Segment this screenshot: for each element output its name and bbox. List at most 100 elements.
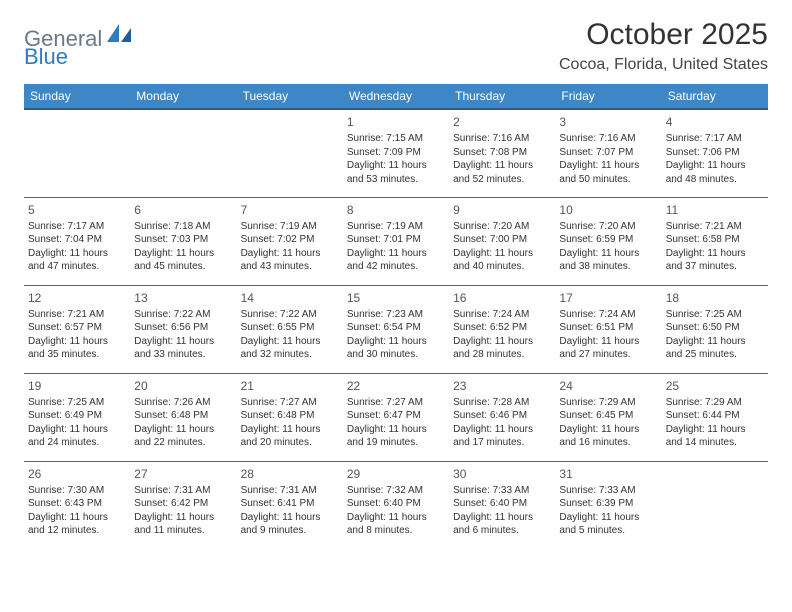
day-detail-line: Sunset: 6:57 PM — [28, 321, 126, 335]
day-number: 18 — [666, 288, 764, 308]
day-detail-line: Sunset: 6:40 PM — [453, 497, 551, 511]
calendar-day-cell: 4Sunrise: 7:17 AMSunset: 7:06 PMDaylight… — [662, 109, 768, 197]
day-detail-line: and 24 minutes. — [28, 436, 126, 450]
day-detail-line: Sunrise: 7:24 AM — [559, 308, 657, 322]
day-detail-line: Sunrise: 7:31 AM — [134, 484, 232, 498]
day-detail-line: Sunset: 6:50 PM — [666, 321, 764, 335]
calendar-day-cell: 28Sunrise: 7:31 AMSunset: 6:41 PMDayligh… — [237, 461, 343, 549]
day-number: 2 — [453, 112, 551, 132]
day-detail-line: and 12 minutes. — [28, 524, 126, 538]
calendar-day-cell: 19Sunrise: 7:25 AMSunset: 6:49 PMDayligh… — [24, 373, 130, 461]
day-detail-line: and 38 minutes. — [559, 260, 657, 274]
calendar-week-row: 5Sunrise: 7:17 AMSunset: 7:04 PMDaylight… — [24, 197, 768, 285]
day-number: 20 — [134, 376, 232, 396]
day-detail-line: Sunrise: 7:15 AM — [347, 132, 445, 146]
day-detail-line: Daylight: 11 hours — [453, 159, 551, 173]
day-detail-line: Daylight: 11 hours — [241, 511, 339, 525]
day-number: 15 — [347, 288, 445, 308]
calendar-day-cell: 22Sunrise: 7:27 AMSunset: 6:47 PMDayligh… — [343, 373, 449, 461]
day-detail-line: Sunset: 7:03 PM — [134, 233, 232, 247]
weekday-header: Wednesday — [343, 84, 449, 109]
calendar-day-cell: 31Sunrise: 7:33 AMSunset: 6:39 PMDayligh… — [555, 461, 661, 549]
day-detail-line: Sunrise: 7:27 AM — [241, 396, 339, 410]
day-detail-line: and 8 minutes. — [347, 524, 445, 538]
day-number: 10 — [559, 200, 657, 220]
day-detail-line: Sunset: 6:43 PM — [28, 497, 126, 511]
day-detail-line: Sunrise: 7:17 AM — [666, 132, 764, 146]
day-detail-line: Sunrise: 7:33 AM — [559, 484, 657, 498]
logo-sub: Blue — [24, 44, 68, 70]
day-detail-line: Daylight: 11 hours — [666, 335, 764, 349]
day-detail-line: Sunrise: 7:20 AM — [453, 220, 551, 234]
day-detail-line: Sunset: 6:54 PM — [347, 321, 445, 335]
day-detail-line: Sunrise: 7:18 AM — [134, 220, 232, 234]
month-title: October 2025 — [559, 18, 768, 52]
calendar-day-cell: 23Sunrise: 7:28 AMSunset: 6:46 PMDayligh… — [449, 373, 555, 461]
day-detail-line: Sunrise: 7:20 AM — [559, 220, 657, 234]
day-detail-line: Sunset: 6:58 PM — [666, 233, 764, 247]
day-detail-line: Sunrise: 7:27 AM — [347, 396, 445, 410]
logo-text-blue: Blue — [24, 44, 68, 69]
day-number: 24 — [559, 376, 657, 396]
day-detail-line: and 16 minutes. — [559, 436, 657, 450]
day-detail-line: Sunrise: 7:25 AM — [28, 396, 126, 410]
calendar-day-cell: 11Sunrise: 7:21 AMSunset: 6:58 PMDayligh… — [662, 197, 768, 285]
day-detail-line: Sunset: 7:07 PM — [559, 146, 657, 160]
day-detail-line: Sunset: 7:04 PM — [28, 233, 126, 247]
day-number: 30 — [453, 464, 551, 484]
day-number: 4 — [666, 112, 764, 132]
day-detail-line: Daylight: 11 hours — [666, 247, 764, 261]
day-number: 23 — [453, 376, 551, 396]
day-detail-line: Sunset: 6:47 PM — [347, 409, 445, 423]
day-detail-line: Sunrise: 7:25 AM — [666, 308, 764, 322]
calendar-page: General October 2025 Cocoa, Florida, Uni… — [0, 0, 792, 612]
day-detail-line: Daylight: 11 hours — [453, 247, 551, 261]
day-detail-line: Daylight: 11 hours — [453, 335, 551, 349]
calendar-day-cell: 30Sunrise: 7:33 AMSunset: 6:40 PMDayligh… — [449, 461, 555, 549]
day-number: 28 — [241, 464, 339, 484]
day-detail-line: Sunrise: 7:31 AM — [241, 484, 339, 498]
day-detail-line: Sunset: 6:51 PM — [559, 321, 657, 335]
day-detail-line: Sunset: 7:02 PM — [241, 233, 339, 247]
day-detail-line: Sunset: 6:55 PM — [241, 321, 339, 335]
day-detail-line: and 35 minutes. — [28, 348, 126, 362]
day-detail-line: Sunrise: 7:22 AM — [134, 308, 232, 322]
day-detail-line: and 33 minutes. — [134, 348, 232, 362]
day-detail-line: and 37 minutes. — [666, 260, 764, 274]
day-detail-line: Sunset: 7:06 PM — [666, 146, 764, 160]
day-detail-line: Daylight: 11 hours — [134, 247, 232, 261]
calendar-day-cell: 25Sunrise: 7:29 AMSunset: 6:44 PMDayligh… — [662, 373, 768, 461]
day-detail-line: Sunset: 7:08 PM — [453, 146, 551, 160]
day-detail-line: Sunrise: 7:19 AM — [241, 220, 339, 234]
day-detail-line: Daylight: 11 hours — [666, 159, 764, 173]
day-number: 12 — [28, 288, 126, 308]
day-detail-line: Daylight: 11 hours — [28, 511, 126, 525]
day-detail-line: Sunset: 6:39 PM — [559, 497, 657, 511]
calendar-week-row: 1Sunrise: 7:15 AMSunset: 7:09 PMDaylight… — [24, 109, 768, 197]
day-number: 13 — [134, 288, 232, 308]
calendar-day-cell: 7Sunrise: 7:19 AMSunset: 7:02 PMDaylight… — [237, 197, 343, 285]
day-number: 29 — [347, 464, 445, 484]
calendar-day-cell — [237, 109, 343, 197]
day-detail-line: Sunset: 6:48 PM — [241, 409, 339, 423]
day-detail-line: Daylight: 11 hours — [28, 335, 126, 349]
day-number: 27 — [134, 464, 232, 484]
day-detail-line: Daylight: 11 hours — [241, 247, 339, 261]
day-detail-line: and 47 minutes. — [28, 260, 126, 274]
weekday-header-row: Sunday Monday Tuesday Wednesday Thursday… — [24, 84, 768, 109]
weekday-header: Thursday — [449, 84, 555, 109]
weekday-header: Tuesday — [237, 84, 343, 109]
day-number: 22 — [347, 376, 445, 396]
day-detail-line: Sunrise: 7:21 AM — [666, 220, 764, 234]
day-detail-line: Sunrise: 7:23 AM — [347, 308, 445, 322]
calendar-day-cell: 20Sunrise: 7:26 AMSunset: 6:48 PMDayligh… — [130, 373, 236, 461]
day-detail-line: Sunrise: 7:24 AM — [453, 308, 551, 322]
day-number: 5 — [28, 200, 126, 220]
day-detail-line: Sunset: 6:49 PM — [28, 409, 126, 423]
day-number: 19 — [28, 376, 126, 396]
day-number: 16 — [453, 288, 551, 308]
calendar-day-cell: 13Sunrise: 7:22 AMSunset: 6:56 PMDayligh… — [130, 285, 236, 373]
day-detail-line: and 48 minutes. — [666, 173, 764, 187]
day-detail-line: Sunset: 6:46 PM — [453, 409, 551, 423]
day-detail-line: and 45 minutes. — [134, 260, 232, 274]
